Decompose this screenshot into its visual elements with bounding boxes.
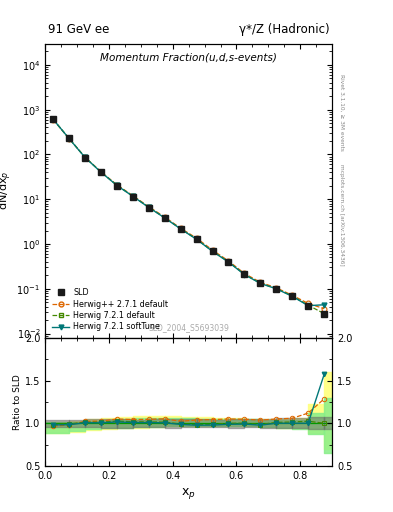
Text: γ*/Z (Hadronic): γ*/Z (Hadronic) (239, 23, 329, 36)
Text: Rivet 3.1.10, ≥ 3M events: Rivet 3.1.10, ≥ 3M events (339, 74, 344, 151)
Text: 91 GeV ee: 91 GeV ee (48, 23, 109, 36)
Text: SLD_2004_S5693039: SLD_2004_S5693039 (148, 323, 229, 332)
Y-axis label: Ratio to SLD: Ratio to SLD (13, 374, 22, 430)
Y-axis label: dN/dx$_p$: dN/dx$_p$ (0, 171, 14, 210)
Text: mcplots.cern.ch [arXiv:1306.3436]: mcplots.cern.ch [arXiv:1306.3436] (339, 164, 344, 266)
Legend: SLD, Herwig++ 2.7.1 default, Herwig 7.2.1 default, Herwig 7.2.1 softTune: SLD, Herwig++ 2.7.1 default, Herwig 7.2.… (49, 286, 171, 334)
X-axis label: x$_p$: x$_p$ (181, 486, 196, 501)
Text: Momentum Fraction(u,d,s-events): Momentum Fraction(u,d,s-events) (100, 52, 277, 62)
